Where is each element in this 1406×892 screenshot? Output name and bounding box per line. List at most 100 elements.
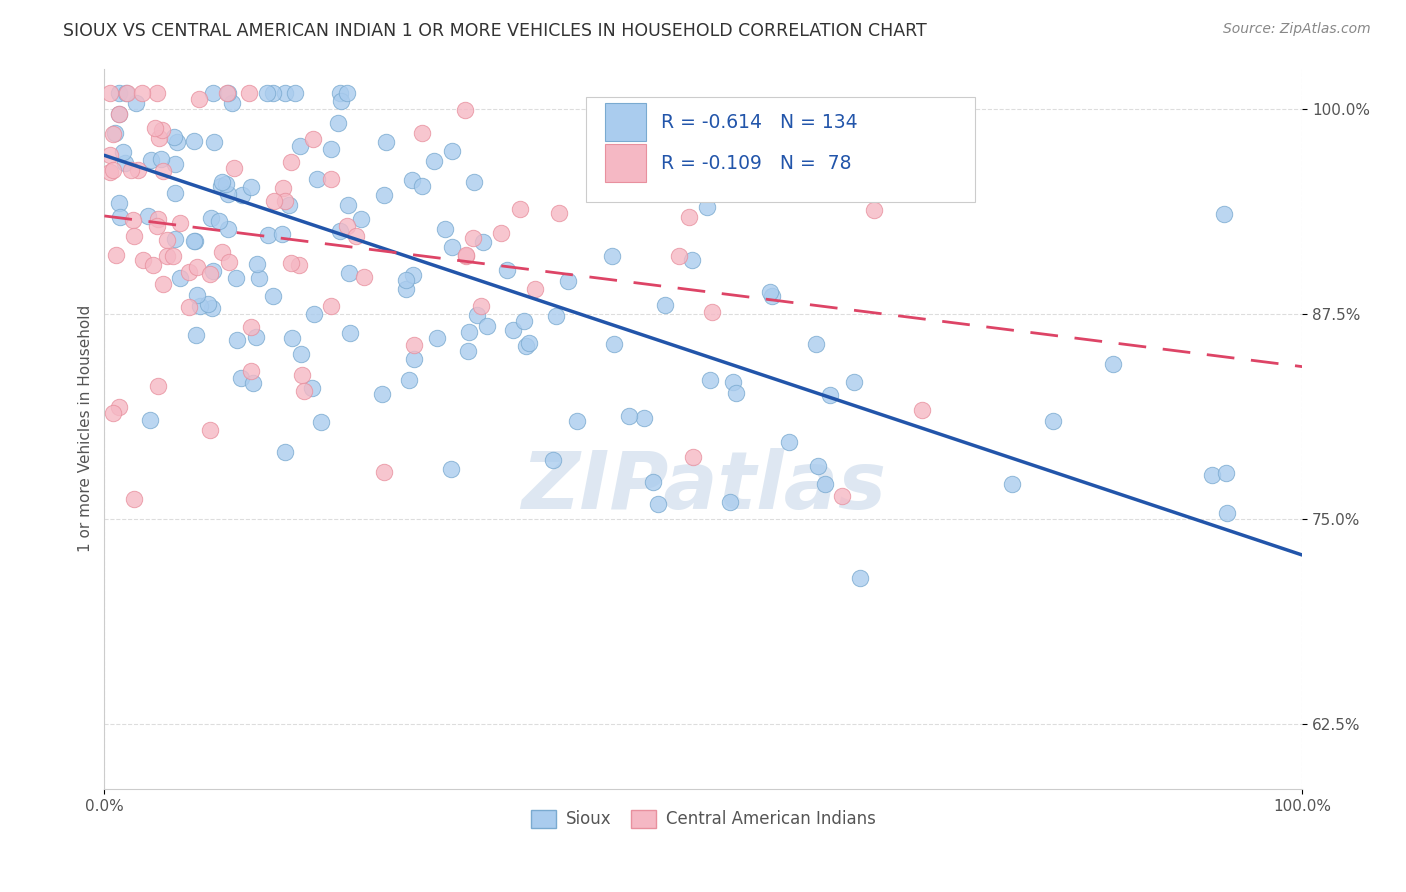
Point — [122, 492, 145, 507]
Point — [472, 235, 495, 250]
Point — [831, 489, 853, 503]
FancyBboxPatch shape — [605, 145, 645, 182]
Point — [156, 233, 179, 247]
Point — [163, 130, 186, 145]
Point — [502, 323, 524, 337]
Point — [98, 148, 121, 162]
Point — [496, 263, 519, 277]
Point — [353, 269, 375, 284]
Point — [280, 155, 302, 169]
Point — [202, 264, 225, 278]
Point — [678, 210, 700, 224]
Point — [274, 86, 297, 100]
Point — [146, 212, 169, 227]
Point — [804, 336, 827, 351]
Point — [513, 314, 536, 328]
Point — [288, 258, 311, 272]
Point — [101, 406, 124, 420]
Point — [398, 373, 420, 387]
Point — [281, 331, 304, 345]
Point — [165, 186, 187, 200]
Point — [395, 273, 418, 287]
Point — [643, 475, 665, 489]
Point — [371, 387, 394, 401]
Point — [201, 301, 224, 315]
Point — [104, 248, 127, 262]
Point — [457, 344, 479, 359]
Point — [278, 198, 301, 212]
Point — [271, 180, 294, 194]
Text: SIOUX VS CENTRAL AMERICAN INDIAN 1 OR MORE VEHICLES IN HOUSEHOLD CORRELATION CHA: SIOUX VS CENTRAL AMERICAN INDIAN 1 OR MO… — [63, 22, 927, 40]
Point — [291, 368, 314, 383]
Point — [139, 153, 162, 167]
Point — [146, 379, 169, 393]
Point — [696, 200, 718, 214]
Point — [565, 414, 588, 428]
Point — [336, 219, 359, 234]
Point — [411, 179, 433, 194]
Text: R = -0.109   N =  78: R = -0.109 N = 78 — [661, 154, 852, 173]
Point — [491, 226, 513, 240]
Point — [288, 139, 311, 153]
Point — [186, 260, 208, 274]
Point — [284, 86, 307, 100]
Point — [114, 156, 136, 170]
Point — [148, 131, 170, 145]
Point — [127, 162, 149, 177]
Point — [423, 154, 446, 169]
Point — [724, 385, 747, 400]
Point — [270, 227, 292, 241]
Point — [1215, 466, 1237, 480]
Point — [225, 271, 247, 285]
Point — [557, 274, 579, 288]
Point — [461, 231, 484, 245]
Text: Source: ZipAtlas.com: Source: ZipAtlas.com — [1223, 22, 1371, 37]
Point — [211, 175, 233, 189]
Point — [107, 400, 129, 414]
Point — [202, 86, 225, 100]
Point — [337, 197, 360, 211]
Point — [778, 434, 800, 449]
Point — [132, 253, 155, 268]
Point — [202, 135, 225, 149]
Point — [402, 351, 425, 366]
Point — [814, 477, 837, 491]
Point — [150, 153, 173, 167]
Point — [440, 462, 463, 476]
Point — [426, 331, 449, 345]
Point — [218, 255, 240, 269]
Point — [344, 229, 367, 244]
Point — [454, 249, 477, 263]
Point — [188, 299, 211, 313]
Point — [200, 211, 222, 225]
Point — [699, 373, 721, 387]
Point — [302, 132, 325, 146]
Point — [292, 384, 315, 398]
Point — [1213, 207, 1236, 221]
Point — [441, 144, 464, 158]
Point — [186, 287, 208, 301]
Point — [544, 309, 567, 323]
Point — [217, 187, 239, 202]
Text: ZIPatlas: ZIPatlas — [520, 448, 886, 525]
Point — [169, 270, 191, 285]
Point — [434, 221, 457, 235]
Point — [217, 86, 239, 100]
Point — [184, 234, 207, 248]
Point — [98, 165, 121, 179]
Point — [165, 232, 187, 246]
Point — [301, 381, 323, 395]
Point — [200, 268, 222, 282]
Point — [600, 249, 623, 263]
Point — [1216, 506, 1239, 520]
Point — [280, 256, 302, 270]
Point — [647, 497, 669, 511]
Point — [152, 277, 174, 291]
Point — [115, 86, 138, 100]
Point — [373, 465, 395, 479]
Point — [184, 327, 207, 342]
Point — [401, 268, 423, 282]
Point — [517, 335, 540, 350]
Point — [238, 86, 260, 100]
Point — [247, 271, 270, 285]
